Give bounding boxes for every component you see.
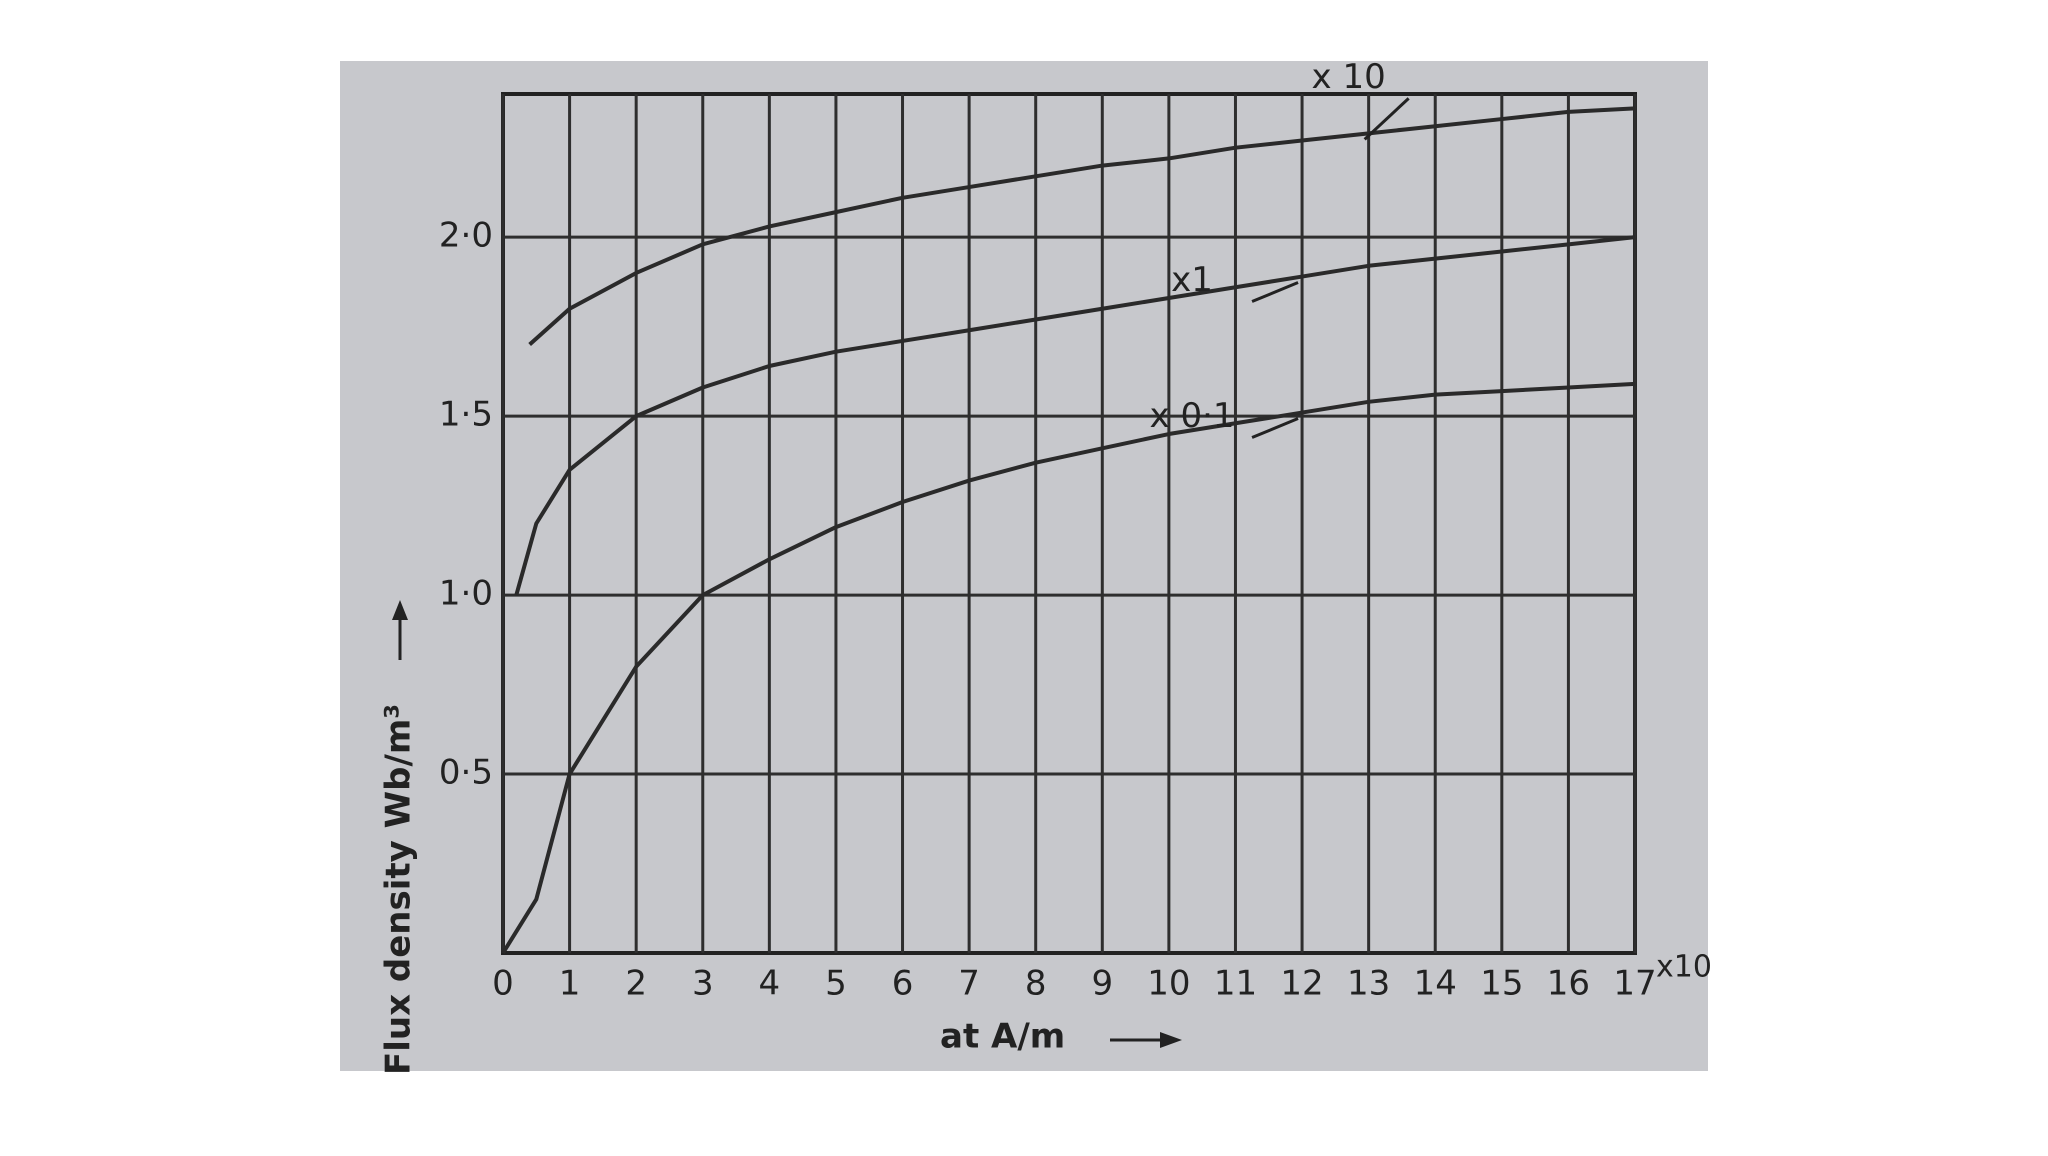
x-tick-label: 8 xyxy=(1025,964,1047,1004)
x-tick-label: 2 xyxy=(625,964,647,1004)
x-tick-label: 1 xyxy=(559,964,581,1004)
label-pointer xyxy=(1251,281,1299,303)
series-label: x1 xyxy=(1171,260,1213,300)
y-tick-label: 0·5 xyxy=(439,753,493,793)
x-tick-label: 3 xyxy=(692,964,714,1004)
x-tick-label: 14 xyxy=(1414,964,1457,1004)
label-pointer xyxy=(1251,417,1299,439)
label-pointer xyxy=(1363,97,1410,141)
x-tick-label: 5 xyxy=(825,964,847,1004)
curve xyxy=(501,381,1636,955)
x-tick-label: 6 xyxy=(892,964,914,1004)
x-tick-label: 12 xyxy=(1280,964,1323,1004)
series-label: x 10 xyxy=(1312,57,1386,97)
series-label: x 0·1 xyxy=(1150,396,1235,436)
x-tick-label: 9 xyxy=(1091,964,1113,1004)
photo-background xyxy=(340,61,1708,1071)
y-tick-label: 1·5 xyxy=(439,395,493,435)
x-tick-label: 4 xyxy=(759,964,781,1004)
x-multiplier: x10 xyxy=(1656,950,1712,985)
x-tick-label: 17 xyxy=(1613,964,1656,1004)
x-tick-label: 10 xyxy=(1147,964,1190,1004)
x-axis-arrowhead xyxy=(1160,1032,1182,1048)
y-tick-label: 1·0 xyxy=(439,574,493,614)
x-tick-label: 16 xyxy=(1547,964,1590,1004)
curve xyxy=(514,235,1636,596)
x-tick-label: 7 xyxy=(958,964,980,1004)
y-axis-arrowhead xyxy=(392,600,408,620)
x-axis-title: at A/m xyxy=(940,1017,1065,1057)
y-axis-title: Flux density Wb/m³ xyxy=(379,704,419,1075)
x-tick-label: 15 xyxy=(1480,964,1523,1004)
y-tick-label: 2·0 xyxy=(439,216,493,256)
y-axis-title-group: Flux density Wb/m³ xyxy=(379,704,419,1075)
curve xyxy=(528,106,1636,347)
x-tick-label: 13 xyxy=(1347,964,1390,1004)
x-tick-label: 0 xyxy=(492,964,514,1004)
x-tick-label: 11 xyxy=(1214,964,1257,1004)
